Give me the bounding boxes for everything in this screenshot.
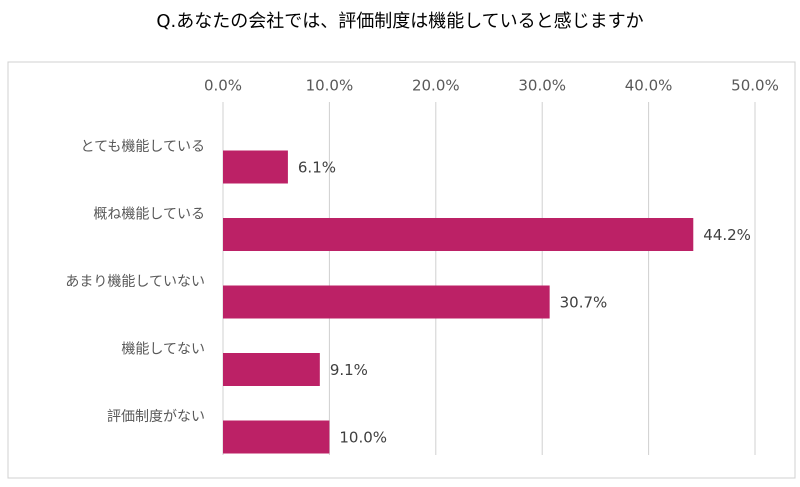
x-tick-label: 20.0% xyxy=(412,77,460,95)
x-tick-label: 10.0% xyxy=(306,77,354,95)
bar xyxy=(223,420,330,454)
x-tick-label: 50.0% xyxy=(731,77,779,95)
value-label: 30.7% xyxy=(560,294,608,312)
value-label: 44.2% xyxy=(703,226,751,244)
value-label: 9.1% xyxy=(330,361,368,379)
chart-title: Q.あなたの会社では、評価制度は機能していると感じますか xyxy=(156,11,643,32)
bar xyxy=(223,353,320,386)
y-tick-label: 評価制度がない xyxy=(107,409,205,425)
value-label: 10.0% xyxy=(339,429,387,447)
y-tick-label: 機能してない xyxy=(121,342,205,358)
y-tick-label: あまり機能していない xyxy=(65,274,205,290)
bar xyxy=(223,150,288,184)
bar xyxy=(223,285,550,319)
chart-frame xyxy=(7,61,796,479)
x-tick-label: 30.0% xyxy=(518,77,566,95)
x-tick-label: 40.0% xyxy=(625,77,673,95)
bar xyxy=(223,218,694,251)
y-tick-label: とても機能している xyxy=(81,139,205,155)
x-tick-label: 0.0% xyxy=(204,77,242,95)
value-label: 6.1% xyxy=(298,159,336,177)
y-tick-label: 概ね機能している xyxy=(93,207,205,223)
